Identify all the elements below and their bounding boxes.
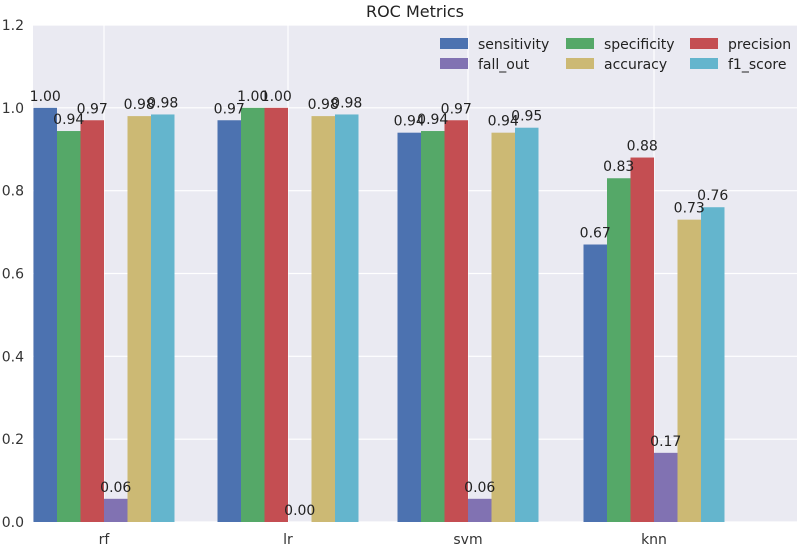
bar-label-precision-svm: 0.97: [441, 101, 472, 117]
y-tick-label: 0.4: [2, 349, 24, 365]
legend-swatch-fall_out: [440, 58, 468, 69]
bar-fall_out-svm: [468, 498, 492, 522]
bar-accuracy-svm: [491, 132, 515, 522]
bar-fall_out-rf: [104, 498, 128, 522]
bar-f1_score-svm: [515, 127, 539, 523]
bar-label-fall_out-rf: 0.06: [100, 480, 131, 496]
bar-label-fall_out-svm: 0.06: [464, 480, 495, 496]
bar-precision-svm: [444, 120, 468, 522]
bar-labels: 1.000.970.940.670.941.000.940.830.971.00…: [30, 89, 729, 519]
y-axis-ticks: 0.0 0.2 0.4 0.6 0.8 1.0 1.2: [2, 18, 24, 531]
bar-label-precision-knn: 0.88: [627, 139, 658, 155]
legend-item-specificity: specificity: [566, 37, 675, 53]
bar-label-f1_score-svm: 0.95: [511, 109, 542, 125]
bar-sensitivity-knn: [583, 244, 607, 522]
legend-item-accuracy: accuracy: [566, 57, 667, 73]
bar-f1_score-lr: [335, 114, 359, 523]
bar-f1_score-knn: [701, 207, 725, 522]
bar-label-accuracy-knn: 0.73: [674, 201, 705, 217]
bar-label-specificity-rf: 0.94: [53, 112, 84, 128]
bar-label-specificity-lr: 1.00: [237, 89, 268, 105]
bar-label-sensitivity-lr: 0.97: [214, 101, 245, 117]
bar-label-sensitivity-knn: 0.67: [580, 226, 611, 242]
bar-label-fall_out-knn: 0.17: [650, 434, 681, 450]
bar-specificity-rf: [57, 131, 81, 522]
bar-label-sensitivity-svm: 0.94: [394, 114, 425, 130]
bar-label-specificity-knn: 0.83: [603, 159, 634, 175]
bar-sensitivity-svm: [397, 132, 421, 522]
y-tick-label: 1.2: [2, 18, 24, 34]
x-tick-label-svm: svm: [453, 532, 482, 548]
legend-swatch-sensitivity: [440, 38, 468, 49]
legend-item-precision: precision: [690, 37, 791, 53]
bar-precision-lr: [264, 107, 288, 522]
y-tick-label: 0.0: [2, 515, 24, 531]
x-axis-ticks: rf lr svm knn: [99, 532, 667, 548]
bar-sensitivity-rf: [33, 107, 57, 522]
legend-label-accuracy: accuracy: [604, 57, 667, 73]
bar-label-accuracy-lr: 0.98: [308, 97, 339, 113]
bar-fall_out-knn: [654, 452, 678, 522]
legend-swatch-accuracy: [566, 58, 594, 69]
bar-label-f1_score-lr: 0.98: [331, 95, 362, 111]
bar-accuracy-rf: [127, 116, 151, 522]
y-tick-label: 0.2: [2, 432, 24, 448]
legend-label-sensitivity: sensitivity: [478, 37, 549, 53]
bar-label-specificity-svm: 0.94: [417, 112, 448, 128]
bar-label-accuracy-rf: 0.98: [124, 97, 155, 113]
bar-specificity-svm: [421, 131, 445, 522]
bar-label-f1_score-rf: 0.98: [147, 95, 178, 111]
y-tick-label: 1.0: [2, 101, 24, 117]
chart-title: ROC Metrics: [366, 2, 464, 21]
x-tick-label-knn: knn: [641, 532, 667, 548]
legend-item-sensitivity: sensitivity: [440, 37, 549, 53]
legend: sensitivity specificity precision fall_out a…: [440, 37, 791, 73]
legend-item-fall_out: fall_out: [440, 57, 530, 73]
bar-label-sensitivity-rf: 1.00: [30, 89, 61, 105]
bar-label-precision-rf: 0.97: [77, 101, 108, 117]
legend-item-f1_score: f1_score: [690, 57, 786, 73]
x-tick-label-rf: rf: [99, 532, 111, 548]
bars: [33, 107, 725, 523]
x-tick-label-lr: lr: [283, 532, 293, 548]
y-tick-label: 0.8: [2, 184, 24, 200]
bar-accuracy-knn: [677, 219, 701, 523]
legend-label-specificity: specificity: [604, 37, 675, 53]
legend-swatch-f1_score: [690, 58, 718, 69]
bar-specificity-lr: [241, 107, 265, 522]
legend-label-f1_score: f1_score: [728, 57, 786, 73]
bar-accuracy-lr: [311, 116, 335, 522]
legend-label-fall_out: fall_out: [478, 57, 530, 73]
bar-label-accuracy-svm: 0.94: [488, 114, 519, 130]
bar-precision-knn: [630, 157, 654, 523]
legend-swatch-precision: [690, 38, 718, 49]
legend-swatch-specificity: [566, 38, 594, 49]
legend-label-precision: precision: [728, 37, 791, 53]
bar-sensitivity-lr: [217, 120, 241, 522]
bar-label-precision-lr: 1.00: [261, 89, 292, 105]
bar-specificity-knn: [607, 178, 631, 522]
bar-precision-rf: [80, 120, 104, 522]
y-tick-label: 0.6: [2, 267, 24, 283]
bar-label-f1_score-knn: 0.76: [697, 188, 728, 204]
bar-f1_score-rf: [151, 114, 175, 523]
bar-label-fall_out-lr: 0.00: [284, 503, 315, 519]
